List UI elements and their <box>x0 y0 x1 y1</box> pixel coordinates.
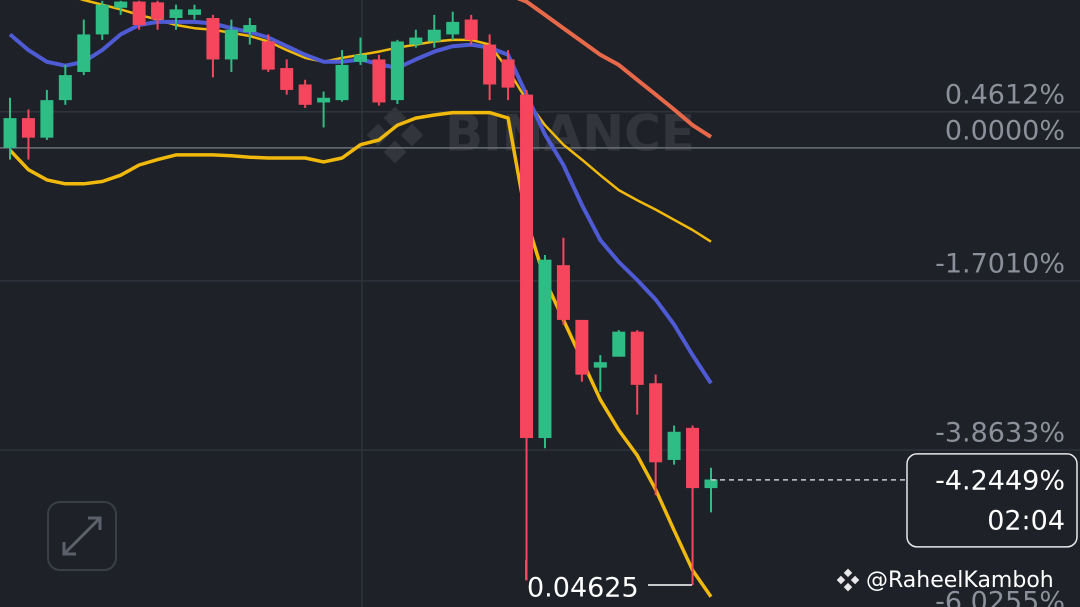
y-tick-label: -6.0255% <box>935 587 1065 607</box>
candle-body <box>206 17 220 60</box>
candle-body <box>483 44 497 85</box>
candle-body <box>132 1 146 26</box>
candle-body <box>187 9 201 15</box>
candle-body <box>95 4 109 35</box>
candle-body <box>520 94 534 439</box>
price-box <box>906 453 1078 548</box>
candle-body <box>243 25 257 33</box>
candle-body <box>40 100 54 138</box>
low-label: 0.04625 <box>527 573 639 604</box>
candle-body <box>501 59 515 88</box>
y-tick-label: 0.4612% <box>945 79 1065 110</box>
candle-body <box>261 41 275 70</box>
candle-body <box>630 331 644 385</box>
candle-body <box>575 319 589 375</box>
indicator-line <box>8 19 713 385</box>
candle-body <box>58 75 72 101</box>
candle-body <box>464 19 478 40</box>
indicator-line <box>516 0 713 139</box>
candle-body <box>21 118 35 138</box>
candle-body <box>224 29 238 60</box>
candle-body <box>77 34 91 72</box>
candle-body <box>446 21 460 35</box>
candle-body <box>538 259 552 439</box>
candle-body <box>649 383 663 463</box>
countdown: 02:04 <box>987 505 1065 536</box>
candle-body <box>427 29 441 42</box>
candle-body <box>298 84 312 105</box>
candle-body <box>593 362 607 368</box>
credit: @RaheelKamboh <box>836 568 1054 593</box>
low-marker: 0.04625 <box>525 560 692 604</box>
current-price: -4.2449% 02:04 <box>711 453 1078 548</box>
credit-text: @RaheelKamboh <box>866 568 1054 593</box>
y-tick-label: -3.8633% <box>935 418 1065 449</box>
y-tick-label: 0.0000% <box>945 115 1065 146</box>
candle-body <box>280 68 294 90</box>
candle-body <box>390 41 404 101</box>
candle-body <box>335 64 349 101</box>
candle-body <box>114 1 128 8</box>
candle-body <box>372 59 386 103</box>
candle-body <box>151 2 165 20</box>
candle-body <box>409 37 423 45</box>
candle-body <box>3 118 17 148</box>
candle-body <box>704 479 718 489</box>
current-price-label: -4.2449% <box>935 465 1065 496</box>
candles <box>3 0 718 586</box>
candle-body <box>317 97 331 103</box>
expand-frame[interactable] <box>47 501 117 571</box>
candle-body <box>556 265 570 320</box>
y-tick-label: -1.7010% <box>935 248 1065 279</box>
candle-body <box>612 331 626 357</box>
grid: 0.4612% 0.0000% -1.7010% -3.8633% -6.0255% <box>0 79 1080 607</box>
candle-body <box>686 427 700 489</box>
indicator-line <box>8 110 713 598</box>
candle-body <box>169 9 183 18</box>
candle-body <box>667 431 681 460</box>
candle-body <box>354 54 367 62</box>
expand-icon <box>62 516 102 556</box>
expand-button[interactable] <box>47 501 117 571</box>
